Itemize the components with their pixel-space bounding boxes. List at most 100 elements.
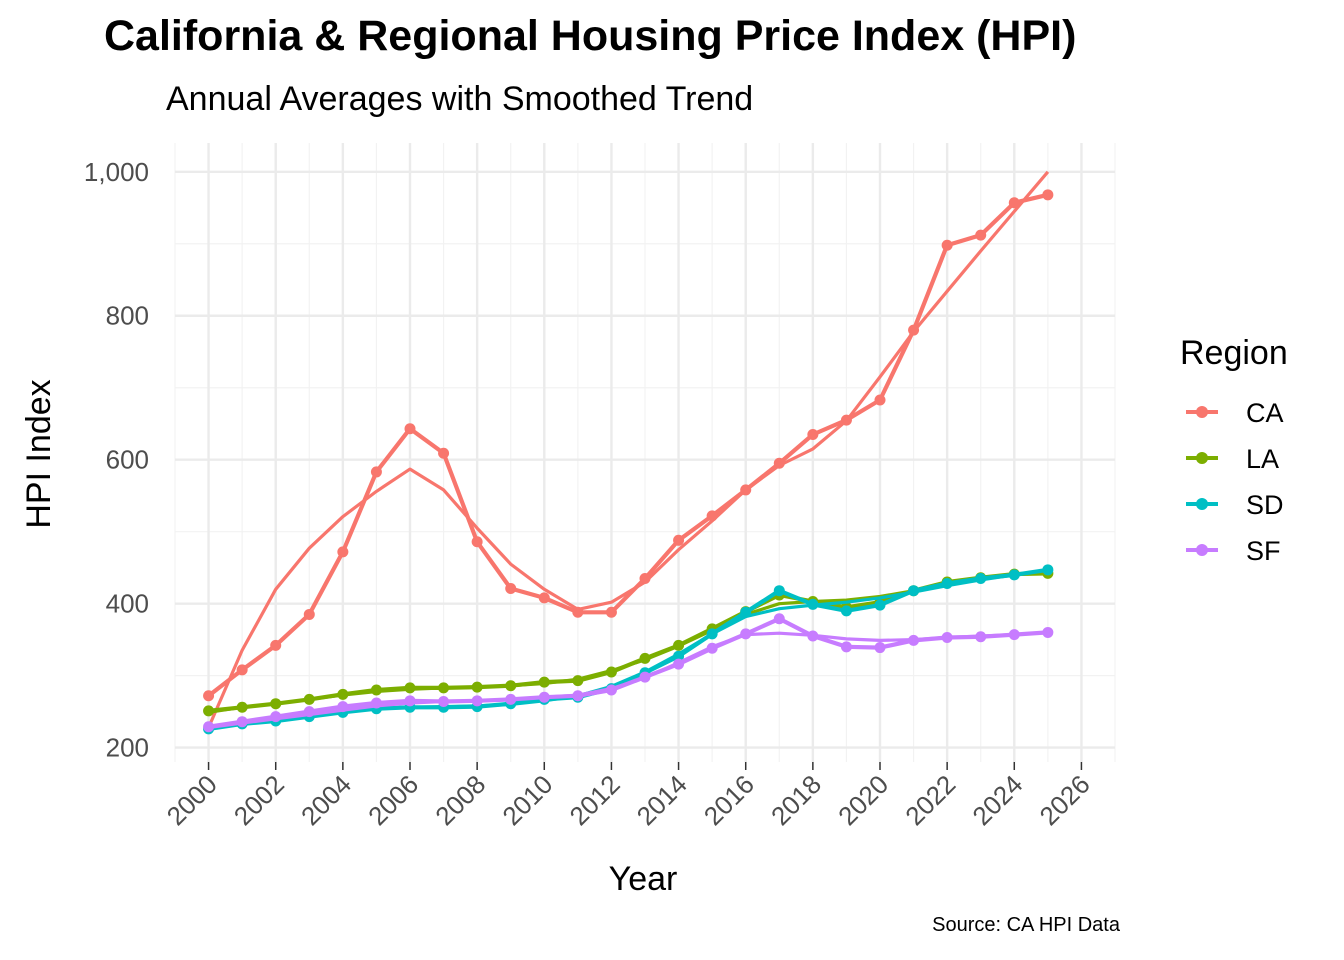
data-point-ca bbox=[236, 664, 248, 676]
legend-label: SF bbox=[1246, 536, 1281, 566]
x-tick-label: 2018 bbox=[765, 769, 827, 831]
data-point-la bbox=[370, 684, 382, 696]
data-point-sf bbox=[505, 693, 517, 705]
series-ca bbox=[203, 170, 1054, 729]
data-point-la bbox=[605, 666, 617, 678]
data-point-la bbox=[303, 693, 315, 705]
data-point-la bbox=[438, 682, 450, 694]
data-point-sf bbox=[706, 642, 718, 654]
data-point-ca bbox=[438, 447, 450, 459]
data-point-sd bbox=[673, 650, 685, 662]
x-tick-label: 2008 bbox=[429, 769, 491, 831]
data-point-la bbox=[404, 682, 416, 694]
x-axis-label: Year bbox=[609, 860, 678, 898]
y-axis-ticks: 200 400 600 800 1,000 bbox=[84, 157, 149, 763]
x-tick-label: 2026 bbox=[1034, 769, 1096, 831]
data-point-sd bbox=[941, 577, 953, 589]
data-point-la bbox=[639, 652, 651, 664]
data-point-ca bbox=[807, 429, 819, 441]
data-point-ca bbox=[975, 229, 987, 241]
data-point-ca bbox=[471, 536, 483, 548]
y-tick-label: 800 bbox=[106, 301, 149, 331]
data-point-sd bbox=[975, 572, 987, 584]
data-point-la bbox=[471, 681, 483, 693]
data-point-sf bbox=[773, 613, 785, 625]
legend-item-ca: CA bbox=[1186, 398, 1284, 428]
x-tick-label: 2006 bbox=[362, 769, 424, 831]
data-point-ca bbox=[908, 324, 920, 336]
legend-item-la: LA bbox=[1186, 444, 1279, 474]
legend-swatch-point bbox=[1196, 452, 1208, 464]
y-tick-label: 1,000 bbox=[84, 157, 149, 187]
series-layer bbox=[203, 170, 1054, 735]
data-point-sd bbox=[1008, 569, 1020, 581]
legend-item-sf: SF bbox=[1186, 536, 1281, 566]
legend: Region CA LA SD SF bbox=[1180, 334, 1288, 566]
x-axis-ticks: 2000 2002 2004 2006 2008 2010 2012 2014 2016 2018… bbox=[161, 762, 1096, 831]
data-point-sd bbox=[874, 599, 886, 611]
legend-title: Region bbox=[1180, 334, 1288, 372]
data-point-ca bbox=[270, 639, 282, 651]
data-point-sf bbox=[1008, 629, 1020, 641]
data-point-sf bbox=[203, 721, 215, 733]
data-point-sf bbox=[941, 631, 953, 643]
x-tick-label: 2000 bbox=[161, 769, 223, 831]
x-tick-label: 2014 bbox=[631, 769, 693, 831]
major-gridlines bbox=[175, 143, 1115, 762]
chart-subtitle: Annual Averages with Smoothed Trend bbox=[166, 80, 754, 118]
x-tick-label: 2010 bbox=[496, 769, 558, 831]
data-point-sf bbox=[438, 696, 450, 708]
data-point-la bbox=[673, 639, 685, 651]
data-point-sf bbox=[840, 641, 852, 653]
data-point-sf bbox=[337, 701, 349, 713]
data-point-ca bbox=[840, 414, 852, 426]
x-tick-label: 2004 bbox=[295, 769, 357, 831]
data-point-ca bbox=[505, 583, 517, 595]
y-tick-label: 200 bbox=[106, 733, 149, 763]
data-point-sf bbox=[572, 690, 584, 702]
data-point-ca bbox=[337, 546, 349, 558]
data-point-sd bbox=[840, 605, 852, 617]
legend-swatch-point bbox=[1196, 544, 1208, 556]
data-point-la bbox=[572, 675, 584, 687]
data-point-ca bbox=[740, 484, 752, 496]
data-point-ca bbox=[639, 572, 651, 584]
data-point-sf bbox=[471, 695, 483, 707]
data-point-ca bbox=[706, 510, 718, 522]
data-line-sf bbox=[208, 616, 1049, 729]
data-point-sf bbox=[874, 642, 886, 654]
data-point-sd bbox=[807, 598, 819, 610]
data-line-ca bbox=[207, 192, 1049, 698]
data-point-ca bbox=[370, 466, 382, 478]
x-tick-label: 2002 bbox=[228, 769, 290, 831]
legend-item-sd: SD bbox=[1186, 490, 1284, 520]
trend-line-ca bbox=[207, 170, 1050, 729]
legend-label: SD bbox=[1246, 490, 1284, 520]
legend-swatch-point bbox=[1196, 406, 1208, 418]
data-point-sf bbox=[236, 716, 248, 728]
data-point-la bbox=[337, 688, 349, 700]
legend-label: CA bbox=[1246, 398, 1284, 428]
x-tick-label: 2012 bbox=[564, 769, 626, 831]
data-point-sf bbox=[807, 630, 819, 642]
y-axis-label: HPI Index bbox=[20, 379, 58, 528]
series-sf bbox=[203, 613, 1054, 733]
data-line-sd bbox=[208, 567, 1049, 731]
data-point-ca bbox=[773, 457, 785, 469]
data-point-la bbox=[538, 676, 550, 688]
data-point-sd bbox=[1042, 564, 1054, 576]
x-tick-label: 2020 bbox=[832, 769, 894, 831]
data-point-ca bbox=[203, 690, 215, 702]
data-point-sf bbox=[673, 658, 685, 670]
data-point-ca bbox=[941, 239, 953, 251]
data-point-sd bbox=[908, 585, 920, 597]
data-point-sf bbox=[975, 631, 987, 643]
data-point-sf bbox=[908, 634, 920, 646]
data-point-ca bbox=[538, 592, 550, 604]
data-point-ca bbox=[1042, 189, 1054, 201]
x-tick-label: 2022 bbox=[899, 769, 961, 831]
data-point-sf bbox=[370, 697, 382, 709]
chart-caption: Source: CA HPI Data bbox=[932, 914, 1120, 936]
legend-label: LA bbox=[1246, 444, 1279, 474]
